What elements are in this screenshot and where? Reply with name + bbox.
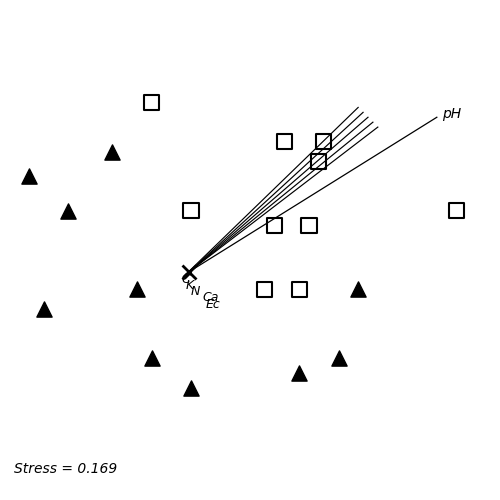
Text: Stress = 0.169: Stress = 0.169 (14, 462, 117, 476)
Point (64, 206, 72, 214)
Text: N: N (191, 286, 200, 298)
Point (187, 206, 195, 214)
Point (133, 286, 141, 294)
Text: Ca: Ca (202, 291, 218, 304)
Point (25, 172, 33, 180)
Point (40, 305, 48, 313)
Point (148, 354, 156, 362)
Point (280, 138, 288, 146)
Point (452, 206, 460, 214)
Text: Ec: Ec (206, 298, 220, 310)
Point (148, 98, 156, 106)
Point (108, 148, 116, 156)
Point (320, 138, 328, 146)
Point (295, 286, 303, 294)
Text: K: K (186, 280, 194, 292)
Point (187, 384, 195, 392)
Point (305, 222, 313, 230)
Point (270, 222, 278, 230)
Text: C: C (181, 274, 190, 286)
Text: pH: pH (442, 108, 461, 122)
Point (354, 286, 362, 294)
Point (315, 158, 323, 166)
Point (295, 369, 303, 377)
Point (261, 286, 269, 294)
Point (334, 354, 342, 362)
